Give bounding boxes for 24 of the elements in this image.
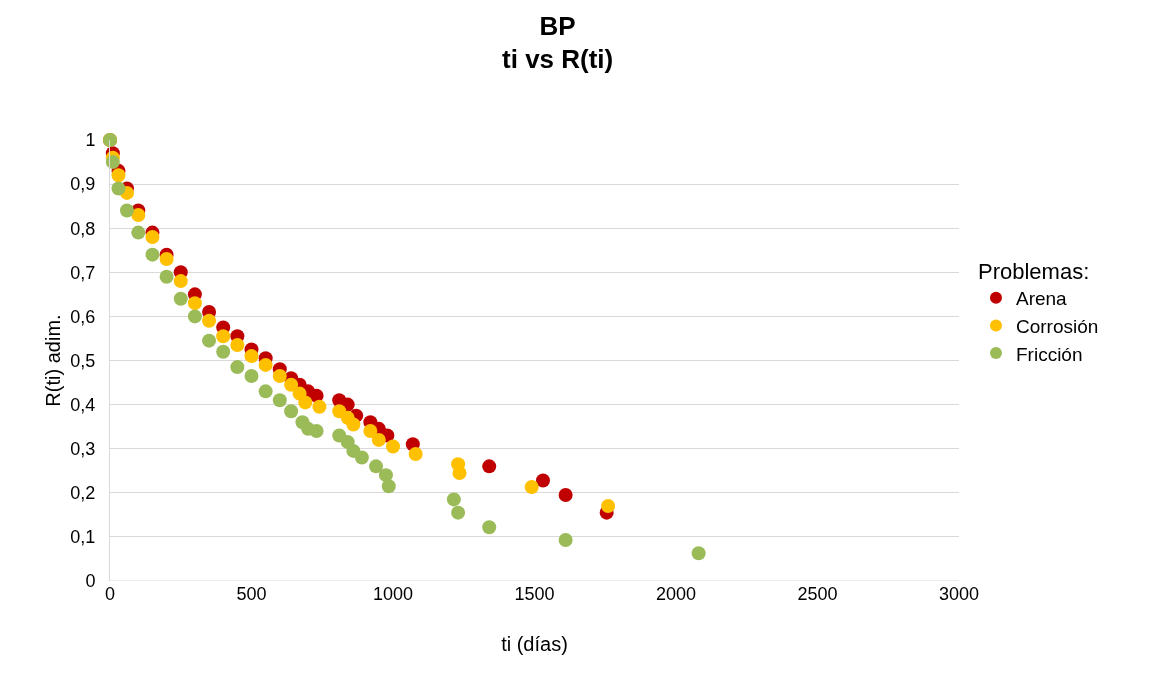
legend-label: Arena — [1015, 288, 1068, 310]
y-tick-label: 0,9 — [70, 174, 96, 195]
x-tick-label: 2500 — [797, 584, 838, 604]
y-tick-label: 0,8 — [70, 218, 96, 239]
x-tick-label: 500 — [236, 584, 267, 604]
legend-label: Corrosión — [1015, 315, 1099, 337]
y-tick-label: 0,6 — [70, 306, 96, 327]
y-tick-label: 0,5 — [70, 350, 96, 371]
y-axis-title: R(ti) adim. — [42, 314, 64, 407]
x-tick-label: 1500 — [514, 584, 555, 604]
x-tick-label: 2000 — [655, 584, 697, 604]
y-tick-label: 0,7 — [70, 262, 96, 283]
x-tick-label: 3000 — [938, 584, 980, 604]
x-tick-label: 0 — [104, 584, 116, 604]
y-tick-label: 1 — [85, 130, 96, 151]
legend-title: Problemas: — [977, 258, 1090, 284]
legend-label: Fricción — [1015, 343, 1083, 365]
y-tick-label: 0,3 — [70, 439, 96, 459]
y-tick-label: 0,4 — [70, 394, 96, 415]
y-tick-label: 0,1 — [70, 527, 96, 548]
chart-title: BP ti vs R(ti) — [502, 10, 614, 75]
x-tick-label: 1000 — [372, 584, 414, 604]
x-axis-title: ti (días) — [501, 633, 568, 655]
y-tick-label: 0,2 — [70, 483, 96, 504]
